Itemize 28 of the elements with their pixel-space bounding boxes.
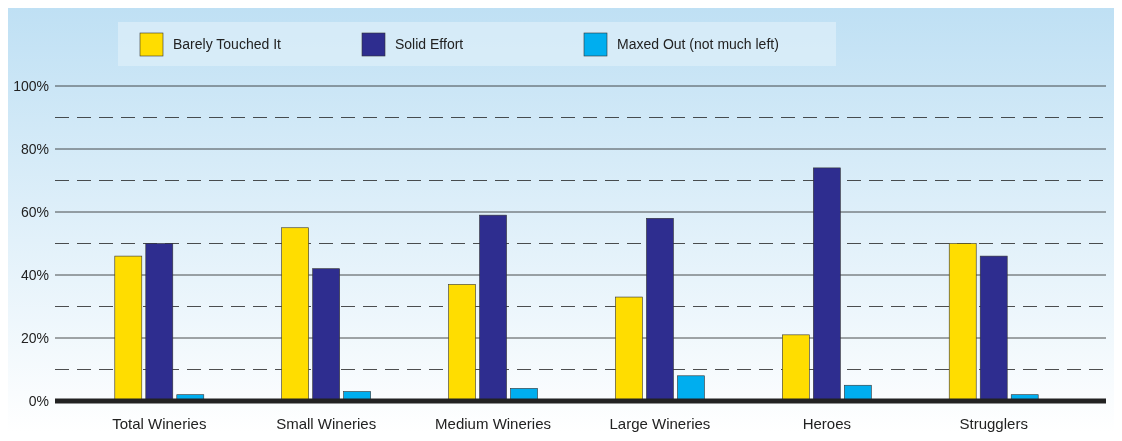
- y-tick-label: 100%: [13, 78, 49, 94]
- x-tick-label: Heroes: [802, 415, 852, 432]
- legend-label: Maxed Out (not much left): [617, 36, 779, 52]
- bar: [782, 334, 810, 402]
- bar: [813, 167, 841, 402]
- bar: [615, 296, 643, 402]
- bar: [281, 227, 309, 402]
- bar: [979, 255, 1008, 402]
- bar: [677, 375, 705, 402]
- bar: [312, 268, 340, 402]
- bar: [948, 243, 977, 402]
- x-tick-label: Total Wineries: [112, 415, 207, 432]
- y-tick-label: 40%: [20, 267, 49, 283]
- bar: [646, 218, 674, 402]
- bar: [448, 284, 476, 402]
- x-tick-label: Large Wineries: [609, 415, 711, 432]
- bar: [145, 243, 174, 402]
- y-tick-label: 20%: [20, 330, 49, 346]
- bar: [114, 255, 143, 402]
- y-tick-label: 80%: [20, 141, 49, 157]
- legend-label: Barely Touched It: [173, 36, 282, 52]
- y-tick-label: 0%: [28, 393, 49, 409]
- legend-label: Solid Effort: [395, 36, 464, 52]
- x-tick-label: Strugglers: [959, 415, 1028, 432]
- bar: [479, 214, 507, 402]
- x-tick-label: Small Wineries: [276, 415, 377, 432]
- x-tick-label: Medium Wineries: [435, 415, 551, 432]
- y-tick-label: 60%: [20, 204, 49, 220]
